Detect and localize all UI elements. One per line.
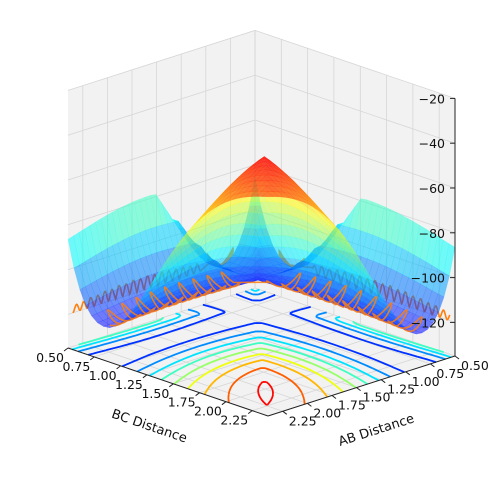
bc-tick-label: 0.75 — [62, 359, 90, 374]
energy-tick-label: −100 — [411, 271, 445, 286]
contour-line — [77, 290, 446, 378]
contour-line — [203, 359, 328, 398]
energy-tick-label: −60 — [419, 181, 445, 196]
ab-tick-label: 2.00 — [313, 405, 341, 420]
wall-grid-z-left — [254, 119, 456, 189]
x-axis-title: AB Distance — [337, 411, 417, 449]
ab-tick-label: 0.75 — [436, 366, 464, 381]
trajectory-on-surface — [106, 271, 423, 333]
contour-line — [173, 347, 357, 389]
contour-line — [187, 353, 344, 393]
bc-tick-label: 1.50 — [141, 386, 169, 401]
wall-grid-z-right — [67, 30, 256, 91]
y-axis-title: BC Distance — [109, 407, 188, 447]
bc-tick-label: 1.75 — [168, 395, 196, 410]
contour-line — [87, 293, 437, 374]
floor-grid-y — [146, 314, 335, 376]
bc-axis-line — [67, 347, 269, 417]
bc-tick-mark — [90, 356, 95, 361]
ab-tick-mark — [405, 371, 411, 376]
surface-facet — [261, 191, 275, 198]
ab-tick-label: 1.00 — [412, 374, 440, 389]
ab-tick-label: 2.25 — [289, 413, 317, 428]
contour-line — [78, 316, 444, 385]
energy-tick-label: −20 — [419, 91, 445, 106]
floor-grid-x — [107, 335, 308, 404]
bc-tick-mark — [116, 365, 121, 370]
axis-lines — [67, 98, 456, 417]
ab-tick-mark — [307, 402, 312, 407]
floor-grid-y — [94, 296, 282, 358]
energy-tick-label: −40 — [419, 136, 445, 151]
bc-tick-mark — [221, 401, 227, 406]
floor-grid-x — [181, 311, 382, 381]
ab-tick-label: 1.50 — [363, 390, 391, 405]
floor-grid-y — [225, 341, 414, 403]
bc-tick-mark — [195, 392, 200, 397]
bc-tick-mark — [169, 383, 174, 388]
ab-tick-mark — [380, 379, 386, 384]
ab-tick-mark — [430, 363, 435, 368]
bc-tick-label: 2.25 — [220, 413, 248, 428]
ab-axis-line — [267, 355, 456, 417]
wall-grid-z-right — [67, 119, 256, 181]
bc-tick-label: 1.00 — [89, 368, 117, 383]
ab-tick-mark — [356, 387, 361, 392]
bc-tick-mark — [142, 374, 148, 379]
bc-tick-label: 0.50 — [36, 350, 64, 365]
bc-tick-mark — [63, 347, 69, 352]
ab-tick-mark — [454, 355, 460, 360]
floor-grid-x — [230, 295, 431, 365]
floor-contours — [71, 288, 452, 406]
ab-tick-label: 1.25 — [387, 382, 415, 397]
wall-grid-z-left — [254, 30, 456, 99]
contour-line — [71, 288, 452, 382]
bc-tick-mark — [247, 410, 253, 415]
wall-grid-z-left — [254, 74, 456, 144]
contour-line — [257, 381, 274, 406]
energy-tick-label: −120 — [411, 315, 445, 330]
ab-tick-label: 1.75 — [338, 398, 366, 413]
energy-tick-label: −80 — [419, 226, 445, 241]
floor-grid-y — [120, 305, 308, 367]
ab-tick-mark — [282, 410, 288, 415]
floor-pane — [68, 288, 455, 416]
bc-tick-label: 2.00 — [194, 404, 222, 419]
contour-line — [227, 367, 306, 405]
ab-tick-label: 0.50 — [461, 358, 489, 373]
wall-grid-z-right — [67, 74, 256, 136]
wall-grid-z-right — [67, 164, 256, 226]
floor-grid-x — [205, 303, 406, 373]
tick-labels: 0.500.751.001.251.501.752.002.250.500.75… — [36, 91, 489, 428]
bc-tick-label: 1.25 — [115, 377, 143, 392]
trajectory-path — [106, 271, 423, 333]
ab-tick-mark — [331, 395, 337, 399]
